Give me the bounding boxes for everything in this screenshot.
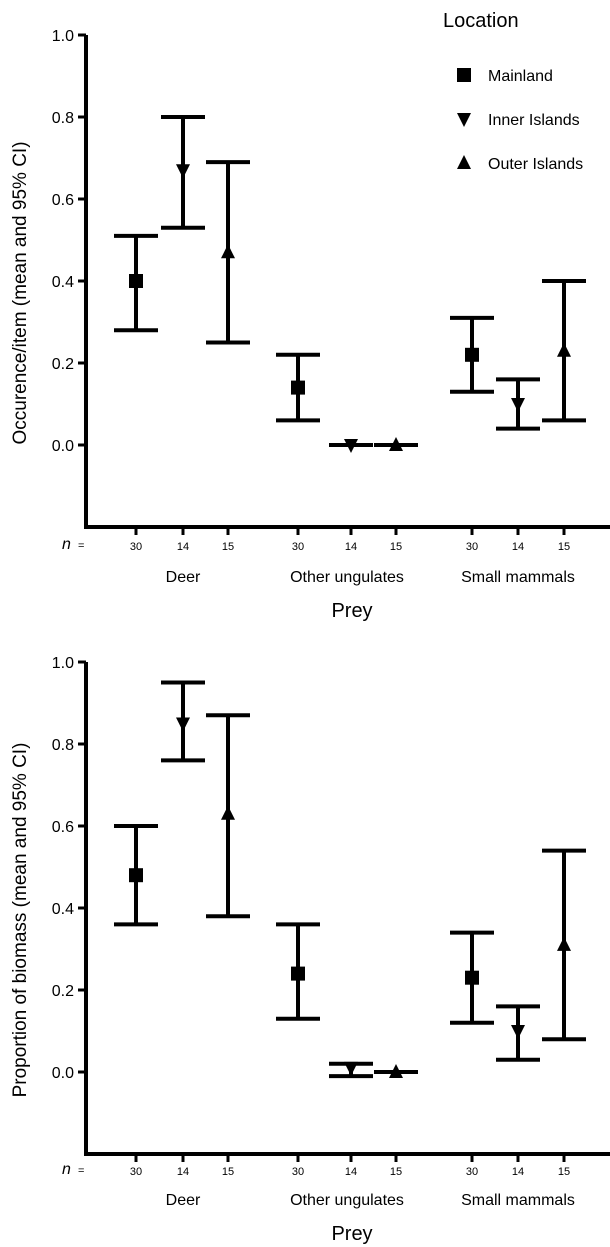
error-bar-0-0 xyxy=(114,824,158,927)
legend-marker-triangle-up-icon xyxy=(457,155,471,169)
y-tick-label: 0.4 xyxy=(52,274,74,291)
n-label: n xyxy=(62,1161,71,1178)
error-bar-2-0 xyxy=(206,160,250,345)
error-bar-1-2 xyxy=(496,377,540,431)
y-tick-label: 0.6 xyxy=(52,819,74,836)
data-point-square xyxy=(291,380,305,395)
category-label: Other ungulates xyxy=(290,1192,404,1209)
n-value: 14 xyxy=(177,541,189,553)
data-point-triangle-down xyxy=(511,398,525,412)
category-label: Deer xyxy=(166,569,201,586)
n-value: 14 xyxy=(512,541,524,553)
y-tick-label: 0.4 xyxy=(52,901,74,918)
error-bar-2-2 xyxy=(542,848,586,1042)
n-equals: = xyxy=(78,1165,84,1177)
data-point-triangle-down xyxy=(344,439,358,453)
legend-entry-label: Outer Islands xyxy=(488,156,583,173)
y-tick-label: 0.2 xyxy=(52,356,74,373)
error-bar-0-0 xyxy=(114,233,158,333)
error-bar-2-1 xyxy=(374,437,418,451)
n-value: 15 xyxy=(558,541,570,553)
y-tick-label: 0.2 xyxy=(52,983,74,1000)
error-bar-2-0 xyxy=(206,713,250,919)
error-bar-1-0 xyxy=(161,680,205,763)
error-bar-1-1 xyxy=(329,439,373,453)
x-axis-label: Prey xyxy=(331,600,372,622)
data-point-triangle-up xyxy=(557,342,571,357)
error-bar-0-1 xyxy=(276,922,320,1021)
data-point-square xyxy=(129,274,143,288)
y-tick-label: 0.8 xyxy=(52,110,74,127)
n-value: 30 xyxy=(292,1166,304,1178)
legend-marker-square-icon xyxy=(457,68,471,82)
n-value: 30 xyxy=(130,1166,142,1178)
legend: Location Mainland Inner Islands Outer Isla… xyxy=(443,10,583,173)
data-point-triangle-down xyxy=(344,1061,358,1076)
chart-panel-occurrence: 1.0 0.8 0.6 0.4 0.2 0.0 Occurence/item (mean a… xyxy=(10,28,610,622)
legend-marker-triangle-down-icon xyxy=(457,113,471,127)
legend-entry-label: Inner Islands xyxy=(488,112,580,129)
y-tick-label: 1.0 xyxy=(52,28,74,45)
legend-title: Location xyxy=(443,10,519,32)
n-value: 14 xyxy=(177,1166,189,1178)
n-value: 30 xyxy=(466,1166,478,1178)
data-point-triangle-up xyxy=(389,437,403,451)
data-point-square xyxy=(291,966,305,981)
n-value: 15 xyxy=(222,541,234,553)
category-label: Deer xyxy=(166,1192,201,1209)
data-point-square xyxy=(465,970,479,985)
data-point-triangle-up xyxy=(389,1064,403,1078)
category-label: Other ungulates xyxy=(290,569,404,586)
data-point-triangle-down xyxy=(176,717,190,732)
y-tick-label: 0.0 xyxy=(52,438,74,455)
n-value: 15 xyxy=(390,1166,402,1178)
error-bar-2-1 xyxy=(374,1064,418,1078)
error-bar-0-1 xyxy=(276,352,320,423)
data-point-triangle-down xyxy=(176,164,190,179)
category-label: Small mammals xyxy=(461,1192,575,1209)
y-tick-label: 0.8 xyxy=(52,737,74,754)
x-axis-label: Prey xyxy=(331,1223,372,1245)
n-value: 14 xyxy=(345,541,357,553)
n-label: n xyxy=(62,536,71,553)
error-bar-0-2 xyxy=(450,315,494,394)
chart-panel-biomass: 1.0 0.8 0.6 0.4 0.2 0.0 Proportion of biomass … xyxy=(10,655,610,1245)
y-tick-label: 0.0 xyxy=(52,1065,74,1082)
n-value: 14 xyxy=(345,1166,357,1178)
legend-entry-label: Mainland xyxy=(488,68,553,85)
data-point-square xyxy=(465,347,479,362)
n-value: 15 xyxy=(390,541,402,553)
y-axis-label: Occurence/item (mean and 95% CI) xyxy=(10,141,31,444)
n-equals: = xyxy=(78,540,84,552)
y-tick-label: 0.6 xyxy=(52,192,74,209)
data-point-triangle-up xyxy=(221,805,235,820)
error-bar-1-2 xyxy=(496,1004,540,1062)
n-value: 30 xyxy=(292,541,304,553)
data-point-triangle-up xyxy=(221,244,235,259)
error-bar-1-1 xyxy=(329,1061,373,1079)
n-value: 15 xyxy=(222,1166,234,1178)
n-value: 30 xyxy=(130,541,142,553)
n-value: 15 xyxy=(558,1166,570,1178)
data-point-triangle-up xyxy=(557,936,571,951)
y-tick-label: 1.0 xyxy=(52,655,74,672)
error-bar-1-0 xyxy=(161,115,205,230)
n-value: 30 xyxy=(466,541,478,553)
error-bar-2-2 xyxy=(542,279,586,423)
error-bar-0-2 xyxy=(450,930,494,1025)
category-label: Small mammals xyxy=(461,569,575,586)
data-point-square xyxy=(129,868,143,883)
n-value: 14 xyxy=(512,1166,524,1178)
data-point-triangle-down xyxy=(511,1025,525,1039)
y-axis-label: Proportion of biomass (mean and 95% CI) xyxy=(10,743,31,1098)
